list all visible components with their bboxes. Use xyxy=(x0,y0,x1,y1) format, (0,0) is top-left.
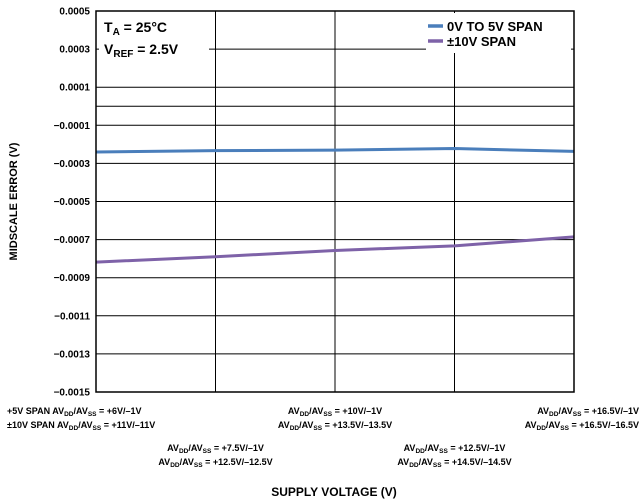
y-tick-label: 0.0003 xyxy=(59,45,90,56)
annotation-background xyxy=(99,13,209,61)
y-tick-label: −0.0015 xyxy=(54,388,91,399)
y-tick-label: −0.0001 xyxy=(54,121,91,132)
y-tick-label: 0.0001 xyxy=(59,83,90,94)
svg-text:AVDD/AVSS = +13.5V/–13.5V: AVDD/AVSS = +13.5V/–13.5V xyxy=(278,420,392,432)
x-tick-label: AVDD/AVSS = +12.5V/–1V AVDD/AVSS = +14.5V… xyxy=(397,443,511,469)
x-tick-labels: +5V SPAN AVDD/AVSS = +6V/–1V ±10V SPAN AV… xyxy=(7,406,639,469)
svg-text:AVDD/AVSS = +16.5V/–1V: AVDD/AVSS = +16.5V/–1V xyxy=(537,406,639,418)
temperature-annotation: TA = 25°C xyxy=(104,19,167,38)
y-tick-labels: 0.0005 0.0003 0.0001 −0.0001 −0.0003 −0.0005 −… xyxy=(54,7,91,399)
svg-text:AVDD/AVSS = +12.5V/–12.5V: AVDD/AVSS = +12.5V/–12.5V xyxy=(158,457,272,469)
x-tick-label: +5V SPAN AVDD/AVSS = +6V/–1V ±10V SPAN AV… xyxy=(7,406,155,432)
svg-text:AVDD/AVSS = +10V/–1V: AVDD/AVSS = +10V/–1V xyxy=(288,406,382,418)
series-line-2 xyxy=(95,235,575,264)
svg-text:AVDD/AVSS = +7.5V/–1V: AVDD/AVSS = +7.5V/–1V xyxy=(167,443,264,455)
plot-frame xyxy=(95,10,575,393)
svg-text:AVDD/AVSS = +16.5V/–16.5V: AVDD/AVSS = +16.5V/–16.5V xyxy=(525,420,639,432)
legend: 0V TO 5V SPAN±10V SPAN xyxy=(426,13,571,53)
legend-label: ±10V SPAN xyxy=(447,34,516,49)
svg-text:AVDD/AVSS = +14.5V/–14.5V: AVDD/AVSS = +14.5V/–14.5V xyxy=(397,457,511,469)
grid-lines xyxy=(96,10,574,393)
y-tick-label: −0.0003 xyxy=(54,159,91,170)
legend-label: 0V TO 5V SPAN xyxy=(447,19,543,34)
y-axis-label: MIDSCALE ERROR (V) xyxy=(8,142,20,260)
legend-item: ±10V SPAN xyxy=(428,34,516,49)
series-group xyxy=(95,147,575,264)
conditions-annotation: TA = 25°C VREF = 2.5V xyxy=(99,13,209,61)
x-axis-label: SUPPLY VOLTAGE (V) xyxy=(271,485,397,499)
y-tick-label: −0.0013 xyxy=(54,349,91,360)
legend-background xyxy=(426,13,571,53)
svg-text:AVDD/AVSS = +12.5V/–1V: AVDD/AVSS = +12.5V/–1V xyxy=(404,443,506,455)
y-tick-label: −0.0009 xyxy=(54,273,91,284)
y-tick-label: 0.0005 xyxy=(59,7,90,18)
x-tick-label: AVDD/AVSS = +16.5V/–1V AVDD/AVSS = +16.5V… xyxy=(525,406,639,432)
series-line-1 xyxy=(95,147,575,154)
x-tick-label: AVDD/AVSS = +10V/–1V AVDD/AVSS = +13.5V/–… xyxy=(278,406,392,432)
svg-text:+5V SPAN AVDD/AVSS = +6V/–1V: +5V SPAN AVDD/AVSS = +6V/–1V xyxy=(7,406,142,418)
legend-item: 0V TO 5V SPAN xyxy=(428,19,543,34)
vref-annotation: VREF = 2.5V xyxy=(104,41,179,60)
y-tick-label: −0.0005 xyxy=(54,197,91,208)
svg-text:±10V SPAN AVDD/AVSS = +11V/–11: ±10V SPAN AVDD/AVSS = +11V/–11V xyxy=(7,420,155,432)
x-tick-label: AVDD/AVSS = +7.5V/–1V AVDD/AVSS = +12.5V/… xyxy=(158,443,272,469)
y-tick-label: −0.0011 xyxy=(54,311,90,322)
y-tick-label: −0.0007 xyxy=(54,235,91,246)
